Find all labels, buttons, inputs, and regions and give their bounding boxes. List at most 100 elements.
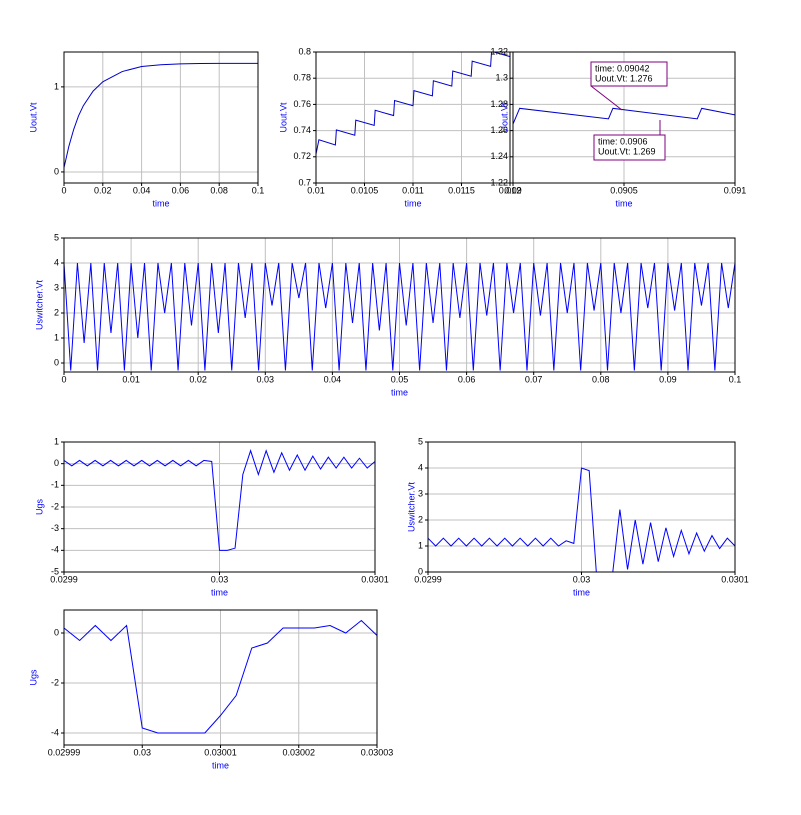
annotation-text: Uout.Vt: 1.269 <box>598 146 656 156</box>
x-axis-label: time <box>152 198 169 208</box>
annotation-box <box>590 61 668 87</box>
x-tick-label: 0.1 <box>252 185 265 195</box>
y-tick-label: 0 <box>54 166 59 176</box>
y-tick-label: 0.8 <box>298 46 311 56</box>
plot-panel: 0.01 0.0105 0.011 0.0115 0.012 0.7 0.72 0.74 0.7… <box>278 46 521 208</box>
y-tick-label: -4 <box>51 727 59 737</box>
x-tick-label: 0.07 <box>525 374 543 384</box>
x-tick-label: 0.01 <box>122 374 140 384</box>
y-axis-label: Ugs <box>34 499 44 516</box>
plot-frame <box>63 51 259 184</box>
plot-area <box>64 52 258 183</box>
y-tick-label: 3 <box>54 282 59 292</box>
x-tick-label: 0.02999 <box>48 747 81 757</box>
signal-line <box>513 107 735 125</box>
x-tick-label: 0.0299 <box>50 574 78 584</box>
y-tick-label: 0.74 <box>293 125 311 135</box>
annotation-text: Uout.Vt: 1.276 <box>595 73 653 83</box>
signal-line <box>428 467 735 572</box>
data-layer <box>64 62 258 168</box>
x-axis-label: time <box>211 587 228 597</box>
x-tick-label: 0.0301 <box>361 574 389 584</box>
y-tick-label: 1.28 <box>490 99 508 109</box>
x-tick-label: 0.03 <box>573 574 591 584</box>
x-tick-label: 0.0905 <box>610 185 638 195</box>
signal-line <box>316 52 510 155</box>
plot-panel: 0 0.01 0.02 0.03 0.04 0.05 0.06 0.07 0.08 0.09 0.1… <box>34 232 741 397</box>
x-tick-label: 0.02 <box>189 374 207 384</box>
y-axis-label: Uout.Vt <box>278 102 288 133</box>
y-tick-label: 1 <box>54 81 59 91</box>
plot-frame <box>63 441 376 573</box>
signal-line <box>64 619 377 734</box>
y-tick-label: 4 <box>418 462 423 472</box>
y-tick-label: 0.7 <box>298 177 311 187</box>
y-tick-label: 2 <box>418 514 423 524</box>
x-tick-label: 0.06 <box>458 374 476 384</box>
y-tick-label: 1.32 <box>490 46 508 56</box>
y-tick-label: -4 <box>51 545 59 555</box>
x-tick-label: 0 <box>61 374 66 384</box>
y-tick-label: 0 <box>54 357 59 367</box>
x-tick-label: 0.09 <box>659 374 677 384</box>
x-tick-label: 0.04 <box>324 374 342 384</box>
data-layer <box>64 262 735 371</box>
y-tick-label: 1 <box>54 436 59 446</box>
plot-frame <box>427 441 736 573</box>
y-tick-label: 4 <box>54 257 59 267</box>
y-tick-label: -1 <box>51 480 59 490</box>
data-layer <box>64 449 375 551</box>
y-tick-label: 0.72 <box>293 151 311 161</box>
annotation-box <box>593 134 666 161</box>
plot-frame <box>315 51 511 184</box>
plot-panel: 0.0299 0.03 0.0301 0 1 2 3 4 5 time Uswitcher.Vt <box>406 436 748 597</box>
plot-panel: 0.02999 0.03 0.03001 0.03002 0.03003 -4 -2 0 tim… <box>28 609 393 770</box>
y-tick-label: 5 <box>54 232 59 242</box>
x-tick-label: 0.0299 <box>414 574 442 584</box>
x-axis-label: time <box>404 198 421 208</box>
plot-frame <box>63 609 378 746</box>
y-tick-label: 0.78 <box>293 73 311 83</box>
x-tick-label: 0.08 <box>210 185 228 195</box>
plot-panel: 0.09 0.0905 0.091 1.22 1.24 1.26 1.28 1.3 1.32 ti… <box>490 46 746 208</box>
x-tick-label: 0.1 <box>729 374 742 384</box>
x-tick-label: 0.03002 <box>282 747 315 757</box>
y-tick-label: 1.24 <box>490 151 508 161</box>
x-tick-label: 0.03 <box>133 747 151 757</box>
x-tick-label: 0.012 <box>499 185 522 195</box>
x-axis-label: time <box>391 387 408 397</box>
y-axis-label: Uswitcher.Vt <box>406 481 416 532</box>
y-axis-label: Uswitcher.Vt <box>34 279 44 330</box>
x-tick-label: 0.0301 <box>721 574 749 584</box>
x-axis-label: time <box>212 760 229 770</box>
y-tick-label: 0 <box>54 627 59 637</box>
annotation-text: time: 0.0906 <box>598 136 648 146</box>
y-tick-label: 1.26 <box>490 125 508 135</box>
data-layer <box>428 467 735 572</box>
plot-frame <box>512 51 736 184</box>
x-tick-label: 0.03 <box>257 374 275 384</box>
x-axis-label: time <box>573 587 590 597</box>
y-tick-label: 0 <box>418 566 423 576</box>
y-tick-label: 0.76 <box>293 99 311 109</box>
y-tick-label: -2 <box>51 677 59 687</box>
x-tick-label: 0.06 <box>172 185 190 195</box>
y-tick-label: 0 <box>54 458 59 468</box>
x-tick-label: 0.02 <box>94 185 112 195</box>
annotation-text: time: 0.09042 <box>595 63 650 73</box>
y-axis-label: Ugs <box>28 669 38 686</box>
data-layer <box>513 107 735 125</box>
plot-panel: 0 0.02 0.04 0.06 0.08 0.1 0 1 time Uout.Vt <box>28 51 265 208</box>
y-tick-label: -2 <box>51 501 59 511</box>
x-tick-label: 0.04 <box>133 185 151 195</box>
annotation-leader <box>590 85 623 111</box>
y-tick-label: 1.3 <box>495 73 508 83</box>
y-tick-label: 1.22 <box>490 177 508 187</box>
x-tick-label: 0.03001 <box>204 747 237 757</box>
x-tick-label: 0.091 <box>724 185 747 195</box>
signal-line <box>64 449 375 551</box>
x-tick-label: 0.0115 <box>448 185 475 195</box>
x-tick-label: 0.011 <box>402 185 424 195</box>
y-tick-label: 5 <box>418 436 423 446</box>
